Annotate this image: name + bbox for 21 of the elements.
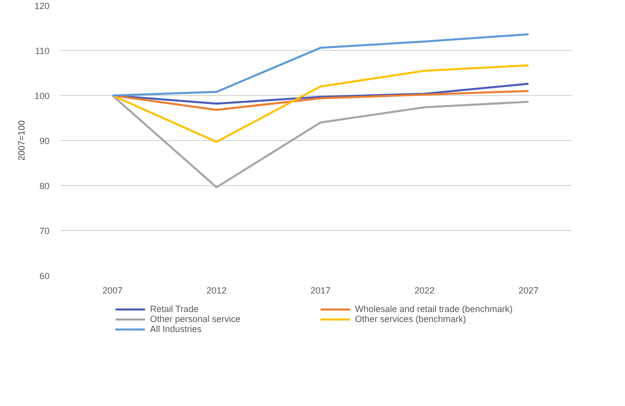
x-tick-label: 2007 [102,286,123,296]
x-tick-label: 2017 [310,286,331,296]
x-tick-label: 2012 [206,286,227,296]
line-series [112,94,530,188]
y-axis-title: 2007=100 [16,120,26,161]
y-tick-label: 70 [39,226,50,236]
y-tick-label: 90 [39,136,50,146]
line-series [112,33,530,96]
legend-label: Retail Trade [150,304,200,314]
y-tick-label: 60 [39,271,50,281]
y-tick-label: 80 [39,181,50,191]
y-tick-label: 110 [35,46,50,56]
legend-label: Other services (benchmark) [355,314,466,324]
legend-label: All Industries [150,324,202,334]
y-tick-label: 120 [34,1,50,11]
x-tick-label: 2022 [414,286,435,296]
line-series [112,64,530,143]
legend-label: Wholesale and retail trade (benchmark) [355,304,514,314]
x-tick-label: 2027 [518,286,539,296]
y-tick-label: 100 [34,91,50,101]
legend-label: Other personal service [150,314,242,324]
